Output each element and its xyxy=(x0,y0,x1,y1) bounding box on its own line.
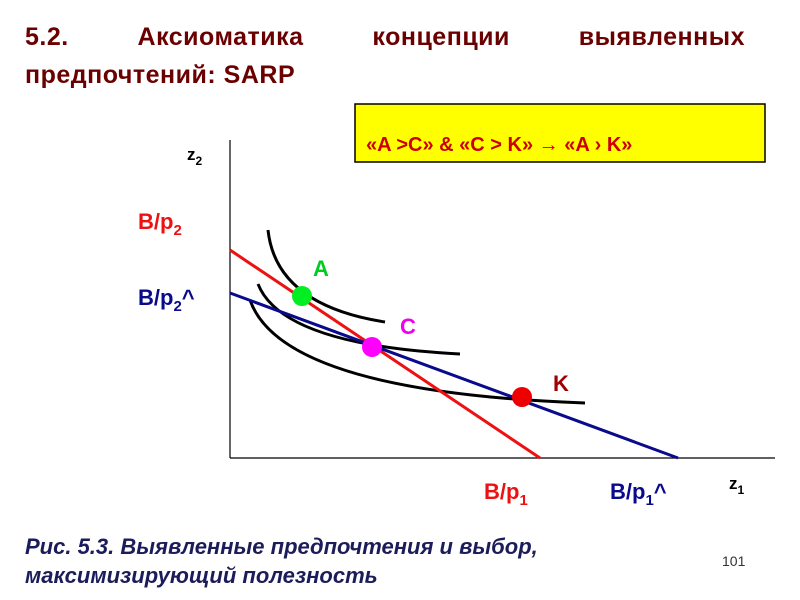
formula: «A >C» & «C > K» → «A › K» xyxy=(366,134,632,156)
intercept-label: B/p2 xyxy=(138,209,182,239)
point-c xyxy=(362,337,382,357)
x-axis-label: z1 xyxy=(729,474,745,497)
intercept-label: B/p1 xyxy=(484,479,528,509)
indifference-curve xyxy=(248,299,586,405)
page-number: 101 xyxy=(722,553,746,569)
y-axis-label-sub: 2 xyxy=(196,154,203,168)
label-main: B/p xyxy=(138,209,173,234)
label-main: B/p xyxy=(610,479,645,504)
label-sub: 2 xyxy=(173,298,181,315)
budget-line-1 xyxy=(229,248,541,460)
x-axis-label-sub: 1 xyxy=(738,483,745,497)
point-k xyxy=(512,387,532,407)
intercept-label: B/p1^ xyxy=(610,479,667,509)
formula-box xyxy=(354,103,766,163)
indifference-curve xyxy=(256,283,461,356)
x-axis-label-main: z xyxy=(729,474,738,493)
label-sub: 2 xyxy=(173,222,181,239)
label-sub: 1 xyxy=(645,492,653,509)
figure-caption: Рис. 5.3. Выявленные предпочтения и выбо… xyxy=(25,534,538,588)
label-main: B/p xyxy=(138,285,173,310)
label-main: B/p xyxy=(484,479,519,504)
budget-line-2 xyxy=(229,291,679,460)
point-a xyxy=(292,286,312,306)
y-axis-label-main: z xyxy=(187,145,196,164)
intercept-label: B/p2^ xyxy=(138,285,195,315)
label-tail: ^ xyxy=(182,285,195,310)
point-label: K xyxy=(553,371,569,396)
label-sub: 1 xyxy=(519,492,527,509)
label-tail: ^ xyxy=(654,479,667,504)
point-label: C xyxy=(400,314,416,339)
slide-title: 5.2. Аксиоматика концепции выявленных пр… xyxy=(25,23,745,89)
y-axis-label: z2 xyxy=(187,145,203,168)
point-label: A xyxy=(313,256,329,281)
